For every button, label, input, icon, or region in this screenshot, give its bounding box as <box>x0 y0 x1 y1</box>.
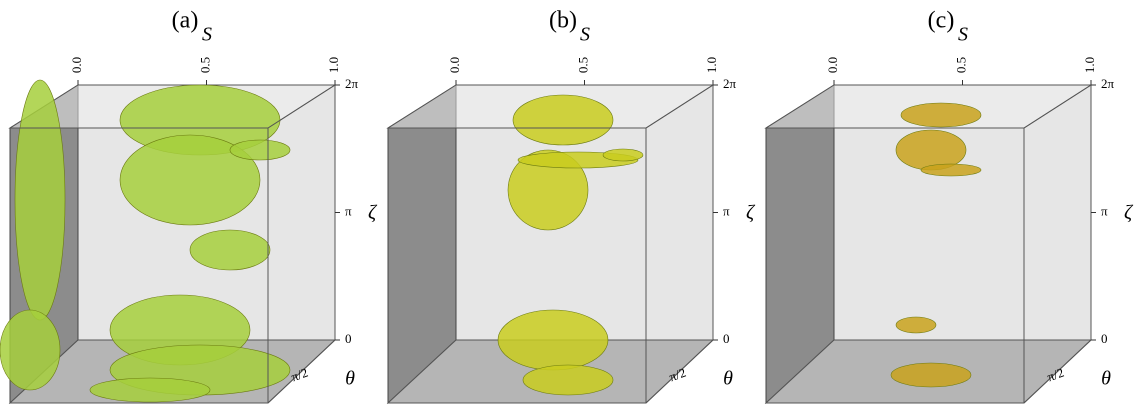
isosurface <box>513 95 613 145</box>
zeta-tick-label: 2π <box>1101 76 1115 91</box>
s-tick-label: 1.0 <box>1082 57 1097 73</box>
zeta-tick-label: 2π <box>723 76 737 91</box>
isosurface <box>15 80 65 320</box>
zeta-axis-label: ζ <box>368 202 378 224</box>
panel-label: (b) <box>549 8 577 34</box>
zeta-tick-label: π <box>1101 203 1108 218</box>
zeta-axis-label: ζ <box>1124 202 1134 224</box>
isosurface <box>901 103 981 127</box>
zeta-tick-label: π <box>723 203 730 218</box>
isosurface <box>921 164 981 176</box>
theta-axis-label: θ <box>723 368 733 390</box>
s-tick-label: 1.0 <box>326 57 341 73</box>
isosurface <box>603 149 643 161</box>
isosurface <box>0 310 60 390</box>
zeta-tick-label: 0 <box>723 331 730 346</box>
isosurface <box>891 363 971 387</box>
isosurface <box>190 230 270 270</box>
zeta-tick-label: 2π <box>345 76 359 91</box>
s-tick-label: 0.5 <box>575 57 590 73</box>
panel-label: (a) <box>172 8 199 34</box>
s-tick-label: 0.5 <box>197 57 212 73</box>
zeta-tick-label: 0 <box>1101 331 1108 346</box>
isosurface <box>896 317 936 333</box>
panel-label: (c) <box>928 8 955 34</box>
zeta-tick-label: π <box>345 203 352 218</box>
s-axis-label: S <box>202 24 212 46</box>
s-tick-label: 0.0 <box>825 57 840 73</box>
isosurface <box>230 140 290 160</box>
s-tick-label: 0.5 <box>953 57 968 73</box>
theta-axis-label: θ <box>345 368 355 390</box>
isosurface <box>498 310 608 370</box>
zeta-axis-label: ζ <box>746 202 756 224</box>
s-tick-label: 0.0 <box>447 57 462 73</box>
s-axis-label: S <box>580 24 590 46</box>
theta-axis-label: θ <box>1101 368 1111 390</box>
figure: (a)S0.00.51.02ππ0ζπ/2θ(b)S0.00.51.02ππ0ζ… <box>0 0 1136 407</box>
zeta-tick-label: 0 <box>345 331 352 346</box>
isosurface <box>523 365 613 395</box>
s-axis-label: S <box>958 24 968 46</box>
s-tick-label: 0.0 <box>69 57 84 73</box>
s-tick-label: 1.0 <box>704 57 719 73</box>
isosurface <box>90 378 210 402</box>
